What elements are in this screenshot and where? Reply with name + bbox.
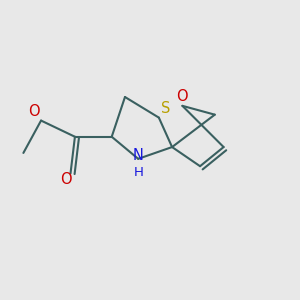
Text: O: O bbox=[60, 172, 72, 187]
Text: S: S bbox=[160, 101, 170, 116]
Text: H: H bbox=[133, 166, 143, 178]
Text: O: O bbox=[28, 103, 40, 118]
Text: N: N bbox=[133, 148, 144, 164]
Text: O: O bbox=[177, 89, 188, 104]
